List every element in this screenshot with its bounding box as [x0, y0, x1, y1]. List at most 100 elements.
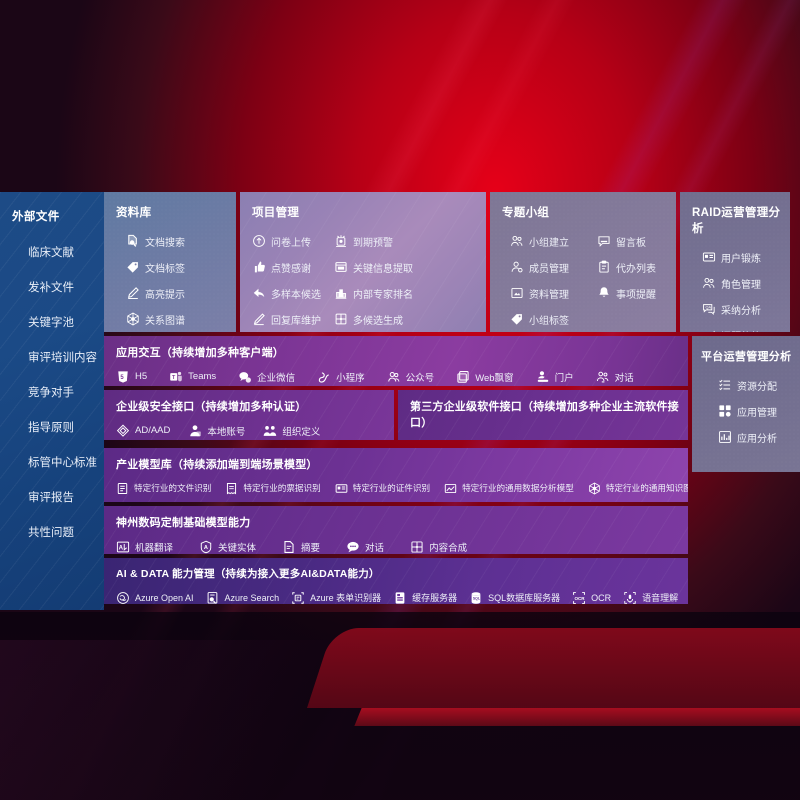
platform-item-resource-allocation[interactable]: 资源分配 — [704, 372, 800, 398]
person-settings-icon — [510, 260, 524, 274]
raid-item-role-management[interactable]: 角色管理 — [692, 270, 790, 296]
archive-icon — [510, 286, 524, 300]
background-shape-bar — [354, 708, 800, 726]
ai-item-ocr[interactable]: OCR OCR — [572, 585, 611, 604]
id-recognition-icon — [335, 482, 348, 495]
mini-program-icon — [317, 370, 331, 384]
grp-item-group-tag[interactable]: 小组标签 — [502, 306, 589, 332]
sec-item-ad-aad[interactable]: AD/AAD — [116, 418, 170, 440]
search-doc-icon — [206, 591, 220, 605]
ui-item-portal[interactable]: 门户 — [536, 364, 574, 386]
sidebar-item-common-issues[interactable]: 共性问题 — [28, 526, 74, 539]
sidebar-item-competitors[interactable]: 竞争对手 — [28, 386, 74, 399]
proj-item-thanks[interactable]: 点赞感谢 — [252, 254, 334, 280]
model-item-id-recognition[interactable]: 特定行业的证件识别 — [335, 476, 430, 500]
ui-item-official-account[interactable]: 公众号 — [387, 364, 435, 386]
grp-item-create-group[interactable]: 小组建立 — [502, 228, 589, 254]
dcits-item-key-entity[interactable]: A 关键实体 — [199, 534, 256, 554]
ai-label-5: OCR — [591, 592, 612, 603]
cloud-upload-icon — [252, 234, 266, 248]
ui-item-dialog[interactable]: 对话 — [596, 364, 634, 386]
proj-item-reply-library[interactable]: 回复库维护 — [252, 306, 334, 332]
svg-text:5: 5 — [120, 375, 124, 381]
kb-item-document-search[interactable]: 文档搜索 — [116, 228, 236, 254]
svg-text:SQL: SQL — [473, 596, 481, 600]
dcits-item-dialog[interactable]: 对话 — [346, 534, 384, 554]
sidebar-item-keyword-pool[interactable]: 关键字池 — [28, 316, 74, 329]
architecture-board: 外部文件 临床文献 发补文件 关键字池 审评培训内容 竞争对手 指导原则 标管中… — [0, 192, 800, 610]
ai-item-cache-server[interactable]: 缓存服务器 — [393, 585, 457, 604]
platform-item-app-management[interactable]: 应用管理 — [704, 398, 800, 424]
dcits-item-summary[interactable]: 摘要 — [282, 534, 320, 554]
proj-item-multi-candidate[interactable]: 多候选生成 — [334, 306, 416, 332]
ai-item-azure-openai[interactable]: Azure Open AI — [116, 585, 194, 604]
pen-icon — [252, 312, 266, 326]
band-third-party-interface: 第三方企业级软件接口（持续增加多种企业主流软件接口） API自动化设计器 — [398, 390, 688, 440]
grp-item-todo-list[interactable]: 代办列表 — [589, 254, 676, 280]
ui-item-h5[interactable]: 5 H5 — [116, 364, 147, 386]
message-board-icon — [597, 234, 611, 248]
grp-item-event-reminder[interactable]: 事项提醒 — [589, 280, 676, 306]
third-item-api-designer[interactable]: API自动化设计器 — [410, 434, 501, 440]
card-title-project-management: 项目管理 — [252, 207, 300, 219]
sidebar-item-guiding-principles[interactable]: 指导原则 — [28, 421, 74, 434]
card-title-topic-group: 专题小组 — [502, 207, 550, 219]
proj-item-key-extract[interactable]: 关键信息提取 — [334, 254, 416, 280]
model-label-0: 特定行业的文件识别 — [134, 483, 212, 493]
proj-label-3: 关键信息提取 — [353, 263, 413, 275]
speech-icon — [623, 591, 637, 605]
sidebar-title: 外部文件 — [12, 211, 60, 223]
ui-item-teams[interactable]: T Teams — [169, 364, 216, 386]
raid-item-issue-trend[interactable]: 问题趋势 — [692, 322, 790, 332]
dcits-item-machine-translation[interactable]: A 机器翻译 — [116, 534, 173, 554]
platform-label-1: 应用管理 — [737, 407, 777, 419]
sidebar-item-supplement-docs[interactable]: 发补文件 — [28, 281, 74, 294]
raid-item-adoption-analysis[interactable]: QA 采纳分析 — [692, 296, 790, 322]
ai-item-azure-search[interactable]: Azure Search — [206, 585, 279, 605]
sec-item-organization[interactable]: 组织定义 — [263, 418, 320, 440]
dcits-item-content-synthesis[interactable]: 内容合成 — [410, 534, 467, 554]
sidebar-item-standards-center[interactable]: 标管中心标准 — [28, 456, 97, 469]
sidebar-item-clinical-literature[interactable]: 临床文献 — [28, 246, 74, 259]
entity-icon: A — [199, 540, 213, 554]
model-item-data-analysis[interactable]: 特定行业的通用数据分析模型 — [444, 476, 574, 500]
clipboard-icon — [597, 260, 611, 274]
proj-item-expiry-alert[interactable]: 到期预警 — [334, 228, 416, 254]
grp-item-member-management[interactable]: 成员管理 — [502, 254, 589, 280]
graph-icon — [126, 312, 140, 326]
ai-item-sql-database[interactable]: SQL SQL数据库服务器 — [469, 585, 560, 604]
id-card-icon — [702, 250, 716, 264]
ui-item-wechat-work[interactable]: 企业微信 — [238, 364, 295, 386]
ui-item-mini-program[interactable]: 小程序 — [317, 364, 365, 386]
grid-expand-icon — [334, 312, 348, 326]
reply-arrow-icon — [252, 286, 266, 300]
kb-label-relation-graph: 关系图谱 — [145, 315, 185, 327]
organization-icon — [263, 424, 277, 438]
proj-item-questionnaire-upload[interactable]: 问卷上传 — [252, 228, 334, 254]
sidebar-item-review-training[interactable]: 审评培训内容 — [28, 351, 97, 364]
proj-item-expert-rank[interactable]: 内部专家排名 — [334, 280, 416, 306]
kb-item-relation-graph[interactable]: 关系图谱 — [116, 306, 236, 332]
grp-item-material-management[interactable]: 资料管理 — [502, 280, 589, 306]
model-item-receipt-recognition[interactable]: 特定行业的票据识别 — [225, 476, 321, 500]
kb-item-document-tag[interactable]: 文档标签 — [116, 254, 236, 280]
kb-item-highlight[interactable]: 高亮提示 — [116, 280, 236, 306]
grp-item-message-board[interactable]: 留言板 — [589, 228, 676, 254]
ui-item-web-window[interactable]: Web飘窗 — [456, 364, 514, 386]
sec-item-local-account[interactable]: 本地账号 — [188, 418, 245, 440]
ai-item-form-recognizer[interactable]: Azure 表单识别器 — [291, 585, 381, 604]
model-item-file-recognition[interactable]: 特定行业的文件识别 — [116, 476, 211, 500]
sidebar-item-review-report[interactable]: 审评报告 — [28, 491, 74, 504]
proj-item-multi-sample[interactable]: 多样本候选 — [252, 280, 334, 306]
ai-label-4: SQL数据库服务器 — [488, 593, 561, 603]
model-item-knowledge-graph[interactable]: 特定行业的通用知识图谱模型 — [588, 476, 688, 500]
ui-label-4: 公众号 — [405, 372, 435, 384]
svg-text:A: A — [204, 544, 208, 550]
raid-item-user-training[interactable]: 用户锻炼 — [692, 244, 790, 270]
apps-settings-icon — [718, 404, 732, 418]
proj-label-0: 问卷上传 — [271, 237, 311, 249]
platform-item-app-analysis[interactable]: 应用分析 — [704, 424, 800, 450]
openai-icon — [116, 591, 130, 605]
api-gear-icon — [410, 440, 424, 441]
ai-item-speech-understanding[interactable]: 语音理解 — [623, 585, 678, 604]
